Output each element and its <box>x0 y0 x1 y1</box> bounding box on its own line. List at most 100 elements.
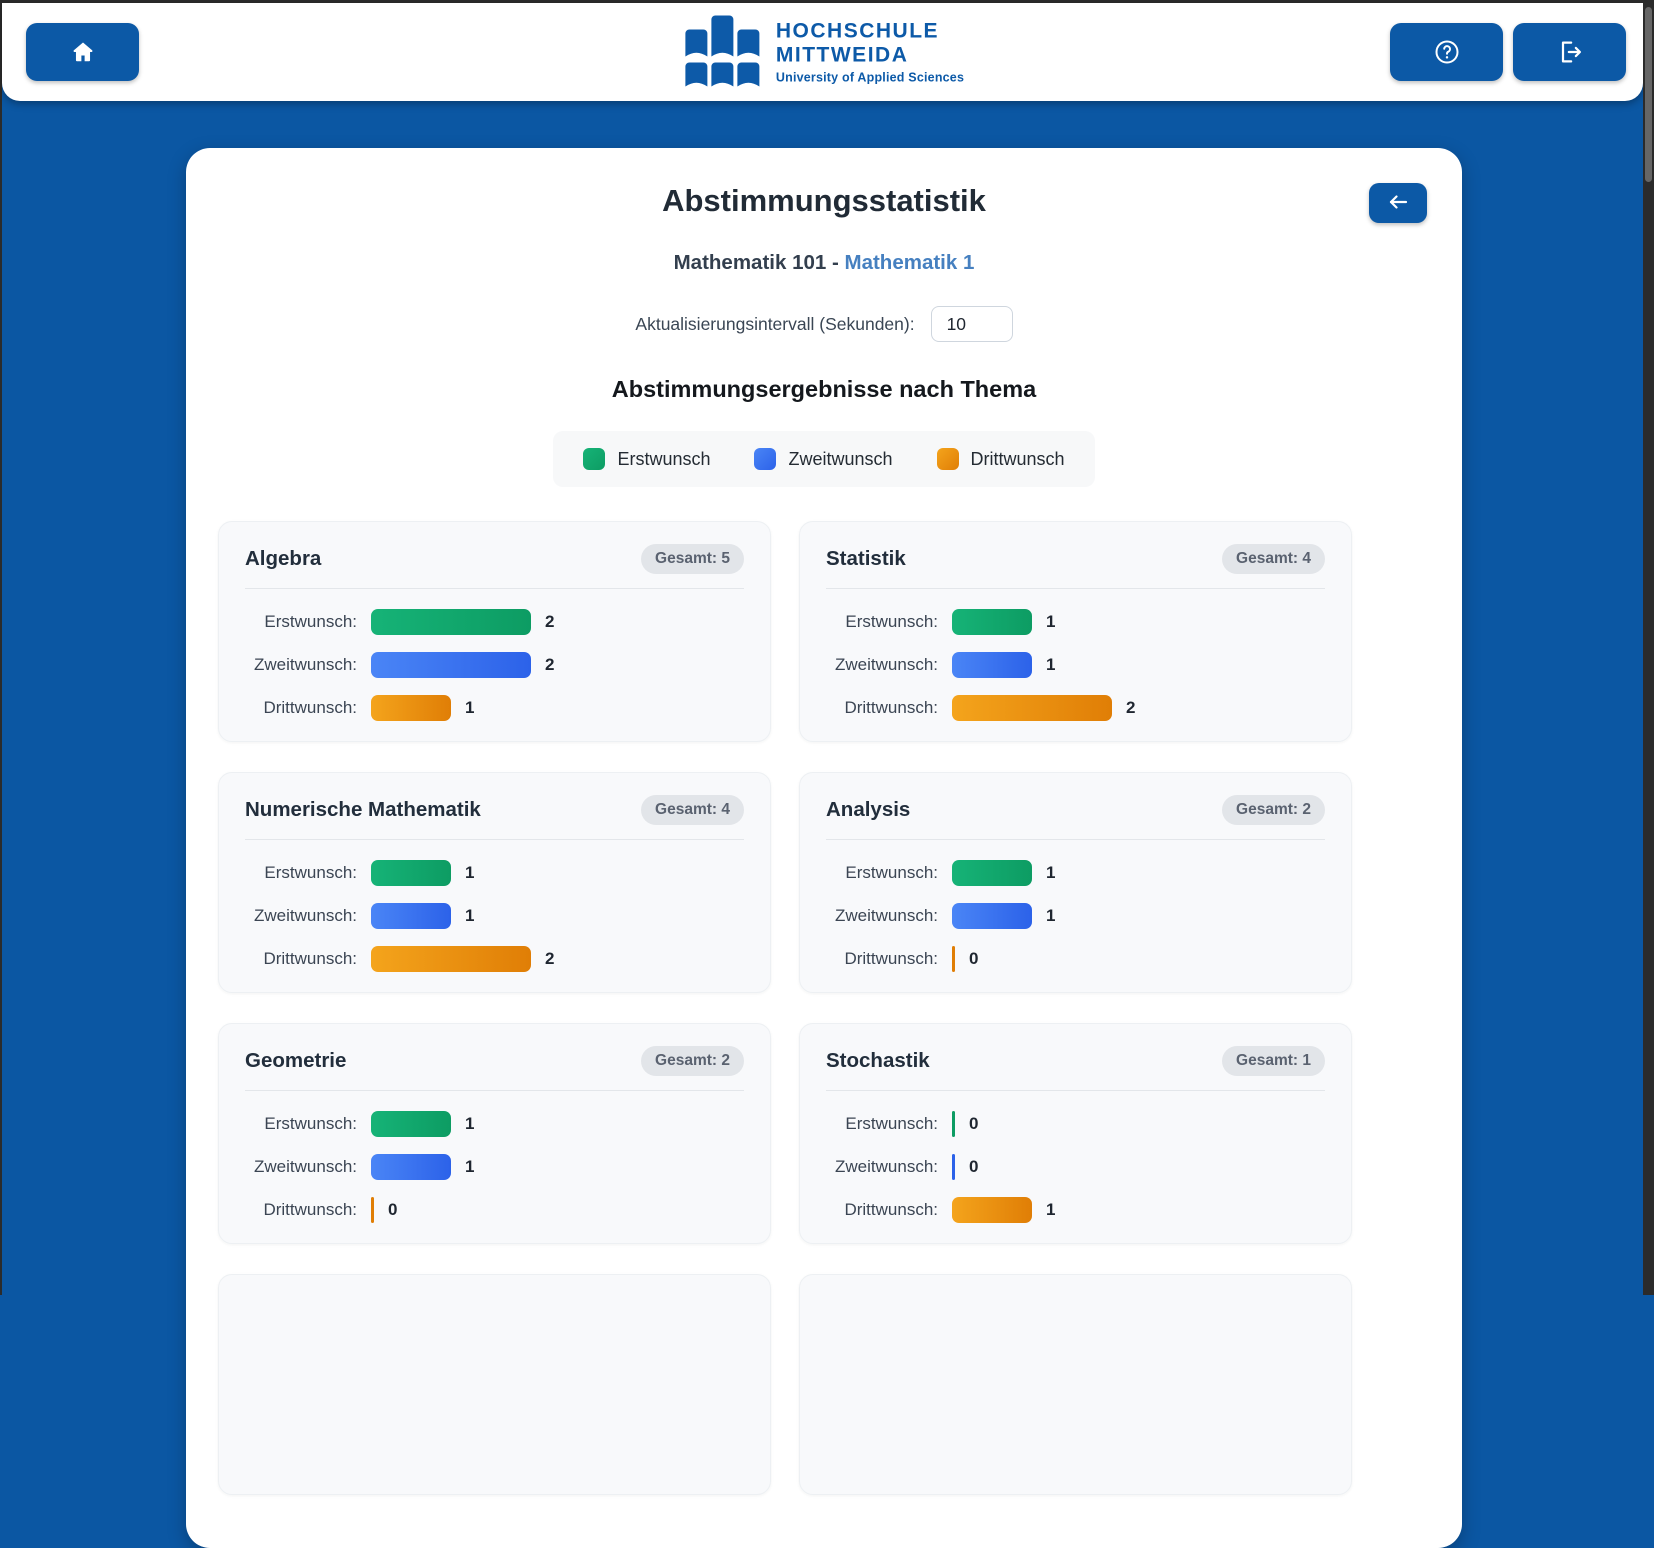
bar-value: 1 <box>465 863 475 882</box>
topic-divider <box>245 1090 744 1091</box>
topic-card: Stochastik Gesamt: 1 Erstwunsch: 0 Zweitwu… <box>799 1023 1352 1244</box>
bar-label: Erstwunsch: <box>845 612 938 631</box>
topic-card: Geometrie Gesamt: 2 Erstwunsch: 1 Zweitwun… <box>218 1023 771 1244</box>
bar-value: 1 <box>1046 612 1056 631</box>
bar-label: Erstwunsch: <box>264 1114 357 1133</box>
hsmw-logo: HOCHSCHULE MITTWEIDA University of Appli… <box>681 13 964 92</box>
zweitwunsch-bar <box>371 903 451 929</box>
topic-header: Statistik Gesamt: 4 <box>826 544 1325 574</box>
erstwunsch-row: Erstwunsch: 1 <box>826 860 1325 886</box>
bar-label: Drittwunsch: <box>263 949 357 968</box>
topic-divider <box>826 1090 1325 1091</box>
help-button[interactable] <box>1390 23 1503 81</box>
topic-header: Numerische Mathematik Gesamt: 4 <box>245 795 744 825</box>
topic-rows: Erstwunsch: 1 Zweitwunsch: 1 Drittwunsch: 2 <box>826 609 1325 721</box>
bar-value: 2 <box>545 655 555 674</box>
erstwunsch-row: Erstwunsch: 0 <box>826 1111 1325 1137</box>
legend-item-erstwunsch: Erstwunsch <box>583 448 710 470</box>
erstwunsch-row: Erstwunsch: 1 <box>826 609 1325 635</box>
home-button[interactable] <box>26 23 139 81</box>
refresh-interval-input[interactable] <box>930 306 1013 342</box>
vertical-scrollbar[interactable] <box>1643 3 1654 1295</box>
refresh-interval-row: Aktualisierungsintervall (Sekunden): <box>186 306 1462 342</box>
legend-label: Erstwunsch <box>617 448 711 469</box>
bar-value: 0 <box>969 1157 979 1176</box>
topic-divider <box>826 588 1325 589</box>
zweitwunsch-row: Zweitwunsch: 1 <box>245 903 744 929</box>
bar-label: Drittwunsch: <box>844 698 938 717</box>
drittwunsch-bar <box>952 946 955 972</box>
topic-total-badge: Gesamt: 4 <box>1222 544 1325 574</box>
navbar-actions <box>1390 23 1626 81</box>
course-name: Mathematik 101 <box>673 251 827 274</box>
bar-label: Zweitwunsch: <box>835 906 938 925</box>
bar-value: 1 <box>1046 863 1056 882</box>
bar-value: 2 <box>1126 698 1136 717</box>
logout-icon <box>1556 38 1584 66</box>
topic-rows: Erstwunsch: 1 Zweitwunsch: 1 Drittwunsch: 0 <box>245 1111 744 1223</box>
subtitle-separator: - <box>826 251 845 274</box>
drittwunsch-swatch-icon <box>936 448 959 470</box>
logout-button[interactable] <box>1513 23 1626 81</box>
bar-label: Drittwunsch: <box>263 698 357 717</box>
hsmw-logo-mark-icon <box>681 13 763 92</box>
topic-divider <box>826 839 1325 840</box>
bar-value: 2 <box>545 949 555 968</box>
logo-tagline: University of Applied Sciences <box>775 70 965 85</box>
topic-title: Geometrie <box>245 1049 347 1072</box>
bar-label: Zweitwunsch: <box>254 655 357 674</box>
bar-label: Erstwunsch: <box>845 863 938 882</box>
bar-label: Zweitwunsch: <box>835 1157 938 1176</box>
zweitwunsch-row: Zweitwunsch: 2 <box>245 652 744 678</box>
legend-wrap: Erstwunsch Zweitwunsch Drittwunsch <box>186 431 1462 487</box>
bar-label: Zweitwunsch: <box>254 906 357 925</box>
bar-label: Erstwunsch: <box>264 863 357 882</box>
bar-value: 1 <box>1046 655 1056 674</box>
topic-rows: Erstwunsch: 1 Zweitwunsch: 1 Drittwunsch: 2 <box>245 860 744 972</box>
legend-item-drittwunsch: Drittwunsch <box>936 448 1065 470</box>
arrow-left-icon <box>1386 192 1410 215</box>
scrollbar-thumb[interactable] <box>1645 7 1652 182</box>
erstwunsch-swatch-icon <box>583 448 606 470</box>
topic-rows: Erstwunsch: 0 Zweitwunsch: 0 Drittwunsch: 1 <box>826 1111 1325 1223</box>
drittwunsch-row: Drittwunsch: 2 <box>826 695 1325 721</box>
top-navbar: HOCHSCHULE MITTWEIDA University of Appli… <box>2 3 1643 101</box>
drittwunsch-row: Drittwunsch: 0 <box>826 946 1325 972</box>
logo-line2: MITTWEIDA <box>775 43 909 67</box>
topic-divider <box>245 588 744 589</box>
drittwunsch-row: Drittwunsch: 0 <box>245 1197 744 1223</box>
wish-legend: Erstwunsch Zweitwunsch Drittwunsch <box>553 431 1095 487</box>
zweitwunsch-row: Zweitwunsch: 1 <box>826 903 1325 929</box>
topic-title: Stochastik <box>826 1049 930 1072</box>
topic-header: Geometrie Gesamt: 2 <box>245 1046 744 1076</box>
zweitwunsch-bar <box>371 652 531 678</box>
zweitwunsch-bar <box>371 1154 451 1180</box>
erstwunsch-row: Erstwunsch: 1 <box>245 1111 744 1137</box>
drittwunsch-row: Drittwunsch: 1 <box>826 1197 1325 1223</box>
topic-total-badge: Gesamt: 5 <box>641 544 744 574</box>
bar-value: 1 <box>465 698 475 717</box>
bar-label: Zweitwunsch: <box>254 1157 357 1176</box>
erstwunsch-bar <box>952 1111 955 1137</box>
drittwunsch-bar <box>371 695 451 721</box>
topic-total-badge: Gesamt: 4 <box>641 795 744 825</box>
legend-item-zweitwunsch: Zweitwunsch <box>754 448 893 470</box>
topic-divider <box>245 839 744 840</box>
topic-card: Algebra Gesamt: 5 Erstwunsch: 2 Zweitwunsc… <box>218 521 771 742</box>
zweitwunsch-swatch-icon <box>754 448 777 470</box>
bar-label: Erstwunsch: <box>845 1114 938 1133</box>
bar-value: 1 <box>465 1114 475 1133</box>
topic-title: Analysis <box>826 798 911 821</box>
topic-header: Stochastik Gesamt: 1 <box>826 1046 1325 1076</box>
bar-label: Drittwunsch: <box>263 1200 357 1219</box>
drittwunsch-bar <box>371 946 531 972</box>
page-title: Abstimmungsstatistik <box>662 183 986 218</box>
legend-label: Zweitwunsch <box>788 448 893 469</box>
module-name: Mathematik 1 <box>844 251 975 274</box>
erstwunsch-bar <box>371 1111 451 1137</box>
back-button[interactable] <box>1369 183 1427 223</box>
question-icon <box>1433 38 1461 66</box>
topics-grid: Algebra Gesamt: 5 Erstwunsch: 2 Zweitwunsc… <box>218 521 1352 1495</box>
bar-value: 0 <box>388 1200 398 1219</box>
